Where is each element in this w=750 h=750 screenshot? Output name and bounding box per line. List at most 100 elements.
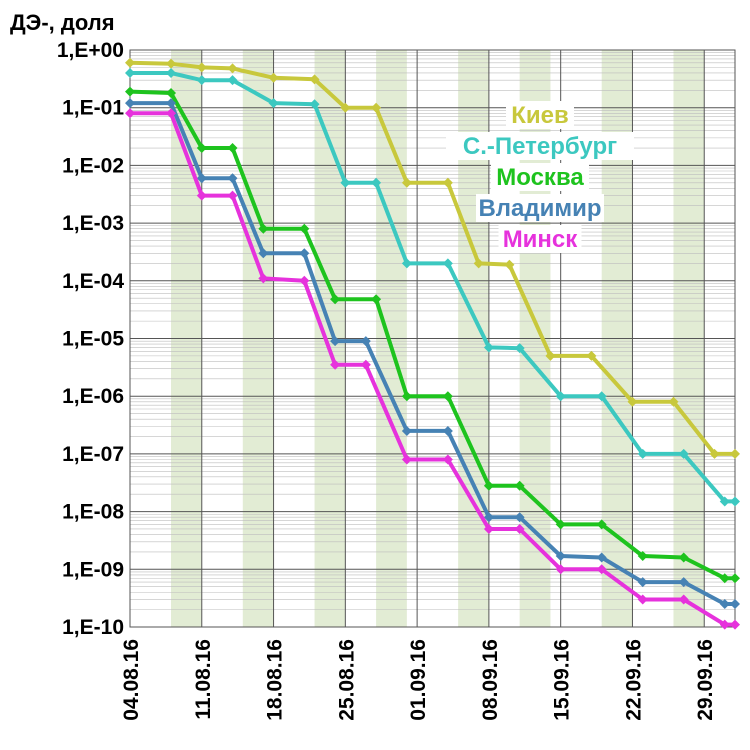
legend-entry: С.-Петербург: [463, 133, 617, 160]
y-tick-label: 1,E-06: [62, 385, 124, 408]
series-point: [299, 275, 310, 286]
series-line: [129, 60, 735, 456]
series-point: [596, 519, 607, 530]
series-point: [227, 173, 238, 184]
series-point: [401, 454, 412, 465]
series-lines: [125, 57, 740, 630]
y-tick-labels: 1,E+00 1,E-01 1,E-02 1,E-03 1,E-04 1,E-05 1,E-…: [57, 39, 124, 639]
x-tick-label: 11.08.16: [192, 639, 215, 720]
legend-entry: Владимир: [478, 195, 601, 222]
legend-background: [476, 194, 604, 222]
x-tick-label: 08.09.16: [479, 639, 502, 721]
legend-background: [506, 101, 574, 129]
series-point: [166, 98, 177, 109]
series-point: [330, 294, 341, 305]
series-point: [678, 552, 689, 563]
series-point: [442, 425, 453, 436]
series-point: [268, 72, 279, 83]
y-tick-label: 1,E+00: [57, 39, 124, 62]
series-point: [637, 448, 648, 459]
series-point: [330, 359, 341, 370]
series-point: [227, 143, 238, 154]
series-point: [442, 258, 453, 269]
series-point: [637, 577, 648, 588]
y-tick-label: 1,E-09: [62, 558, 124, 581]
legend-entry: Москва: [496, 164, 584, 191]
series-point: [268, 98, 279, 109]
series-point: [730, 448, 740, 459]
series-point: [545, 350, 556, 361]
x-tick-label: 22.09.16: [622, 639, 645, 721]
x-tick-label: 18.08.16: [264, 639, 287, 721]
legend-entry: Минск: [503, 226, 579, 253]
series-point: [258, 273, 269, 284]
y-tick-label: 1,E-05: [62, 328, 124, 351]
series-point: [227, 75, 238, 86]
series-point: [514, 343, 525, 354]
y-tick-label: 1,E-07: [62, 443, 124, 466]
series-point: [258, 223, 269, 234]
series-point: [668, 396, 679, 407]
y-axis-label: ДЭ-, доля: [10, 10, 115, 35]
series-point: [125, 67, 135, 78]
x-tick-label: 25.08.16: [335, 639, 358, 721]
series-point: [371, 102, 382, 113]
major-gridlines: [129, 49, 736, 628]
x-tick-label: 04.08.16: [120, 639, 143, 721]
series-point: [514, 523, 525, 534]
x-tick-label: 29.09.16: [694, 639, 717, 721]
series-line: [130, 71, 735, 504]
series-point: [678, 448, 689, 459]
series-point: [227, 63, 238, 74]
x-tick-label: 01.09.16: [407, 639, 430, 721]
series-point: [678, 594, 689, 605]
series-point: [125, 98, 135, 109]
plot-border: [129, 49, 736, 628]
series-point: [299, 223, 310, 234]
legend: Киев С.-Петербург Москва Владимир Минск: [446, 101, 634, 253]
series-point: [340, 177, 351, 188]
series-point: [504, 259, 515, 270]
series-point: [473, 258, 484, 269]
y-tick-label: 1,E-04: [62, 270, 124, 293]
series-point: [596, 552, 607, 563]
series-point: [627, 396, 638, 407]
series-point: [555, 519, 566, 530]
series-point: [166, 67, 177, 78]
series-point: [719, 496, 730, 507]
series-point: [719, 599, 730, 610]
series-point: [483, 342, 494, 353]
series-point: [514, 512, 525, 523]
series-point: [125, 86, 135, 97]
series-point: [401, 177, 412, 188]
minor-gridlines: [130, 52, 735, 610]
series-point: [401, 391, 412, 402]
series-point: [483, 512, 494, 523]
series-line: [129, 89, 735, 581]
series-point: [166, 87, 177, 98]
series-point: [555, 564, 566, 575]
series-point: [730, 496, 740, 507]
series-point: [340, 102, 351, 113]
series-point: [401, 425, 412, 436]
y-tick-label: 1,E-08: [62, 501, 124, 524]
series-point: [309, 74, 320, 85]
series-point: [125, 57, 135, 68]
series-point: [227, 190, 238, 201]
series-line: [130, 111, 735, 627]
series-point: [196, 62, 207, 73]
series-point: [196, 173, 207, 184]
series-point: [514, 480, 525, 491]
series-point: [196, 75, 207, 86]
series-point: [442, 391, 453, 402]
series-point: [299, 248, 310, 259]
series-point: [637, 551, 648, 562]
x-tick-labels: 04.08.16 11.08.16 18.08.16 25.08.16 01.09.16…: [120, 639, 717, 721]
legend-background: [498, 225, 582, 253]
legend-entry: Киев: [511, 102, 569, 129]
y-tick-label: 1,E-02: [62, 154, 124, 177]
series-point: [258, 248, 269, 259]
y-tick-label: 1,E-01: [62, 97, 124, 120]
series-point: [125, 108, 135, 119]
